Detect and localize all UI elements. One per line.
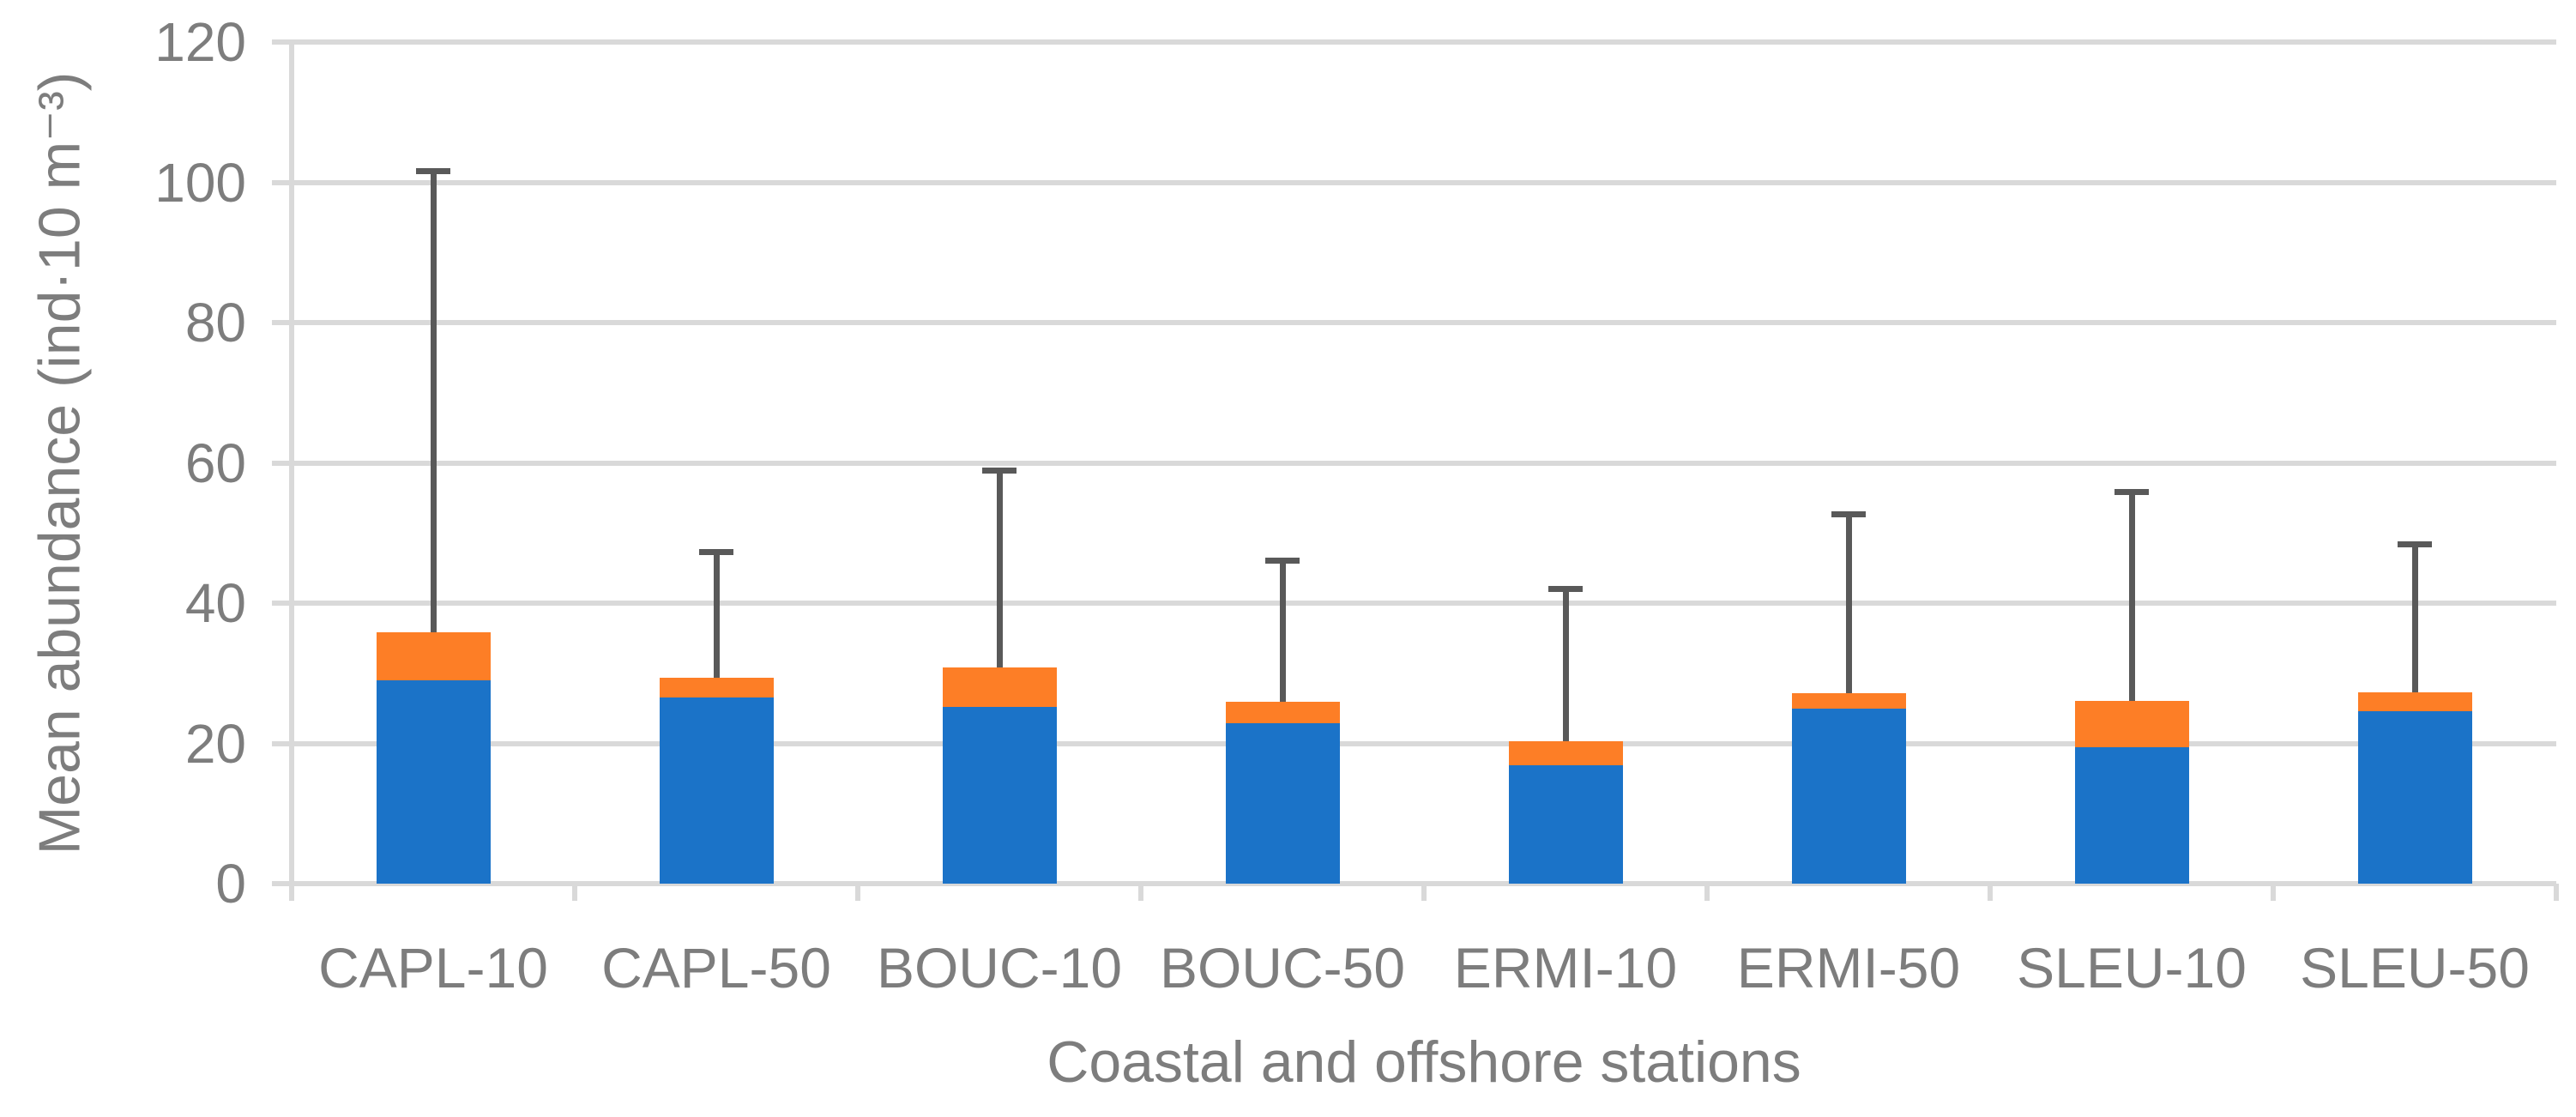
- category-tick: [1704, 884, 1710, 901]
- bar-orange-segment: [376, 632, 491, 680]
- gridline: [272, 601, 2556, 606]
- bar-orange-segment: [2357, 691, 2472, 711]
- error-bar-cap: [1831, 510, 1866, 517]
- y-tick-label: 0: [215, 853, 246, 915]
- error-bar: [996, 470, 1003, 668]
- category-tick: [289, 884, 294, 901]
- bar-orange-segment: [1791, 693, 1906, 709]
- bar-blue-segment: [942, 706, 1057, 884]
- error-bar-cap: [1548, 586, 1583, 593]
- bar-blue-segment: [1225, 722, 1340, 884]
- error-bar: [1279, 560, 1286, 703]
- x-tick-label: CAPL-50: [601, 936, 831, 999]
- x-tick-label: CAPL-10: [318, 936, 548, 999]
- x-tick-label: ERMI-50: [1736, 936, 1961, 999]
- y-tick-label: 20: [184, 712, 246, 775]
- bar-blue-segment: [2074, 747, 2189, 884]
- error-bar: [430, 171, 437, 633]
- bar-blue-segment: [659, 697, 774, 884]
- category-tick: [2554, 884, 2559, 901]
- bar-blue-segment: [2357, 710, 2472, 884]
- bar-blue-segment: [376, 679, 491, 884]
- y-tick-label: 40: [184, 572, 246, 634]
- y-tick-label: 100: [154, 151, 246, 214]
- bar-blue-segment: [1791, 709, 1906, 884]
- x-axis-title: Coastal and offshore stations: [1047, 1029, 1801, 1095]
- bar-orange-segment: [2074, 700, 2189, 748]
- category-tick: [1138, 884, 1143, 901]
- gridline: [272, 881, 2556, 886]
- error-bar-cap: [982, 467, 1017, 474]
- gridline: [272, 179, 2556, 185]
- gridline: [272, 320, 2556, 325]
- gridline: [272, 740, 2556, 746]
- error-bar: [713, 552, 720, 678]
- error-bar-cap: [416, 167, 450, 174]
- error-bar: [1845, 514, 1852, 694]
- error-bar-cap: [2398, 540, 2432, 547]
- x-tick-label: SLEU-10: [2017, 936, 2247, 999]
- x-tick-label: BOUC-50: [1159, 936, 1406, 999]
- error-bar: [1562, 589, 1569, 742]
- category-tick: [1421, 884, 1427, 901]
- bar-orange-segment: [1508, 741, 1623, 765]
- x-tick-label: ERMI-10: [1453, 936, 1678, 999]
- category-tick: [572, 884, 577, 901]
- y-tick-label: 120: [154, 11, 246, 73]
- error-bar-cap: [1265, 557, 1300, 564]
- x-tick-label: BOUC-10: [876, 936, 1123, 999]
- bar-orange-segment: [659, 677, 774, 697]
- category-tick: [1988, 884, 1993, 901]
- error-bar: [2128, 492, 2135, 701]
- y-axis-title: Mean abundance (ind·10 m⁻³): [27, 71, 93, 855]
- gridline: [272, 460, 2556, 466]
- category-tick: [855, 884, 860, 901]
- error-bar-cap: [2114, 489, 2149, 496]
- x-tick-label: SLEU-50: [2300, 936, 2530, 999]
- y-tick-label: 60: [184, 432, 246, 494]
- gridline: [272, 39, 2556, 45]
- bar-blue-segment: [1508, 764, 1623, 884]
- bar-orange-segment: [1225, 702, 1340, 723]
- error-bar-cap: [699, 548, 733, 555]
- bar-orange-segment: [942, 667, 1057, 707]
- y-tick-label: 80: [184, 292, 246, 353]
- error-bar: [2411, 544, 2418, 692]
- y-axis-line: [289, 39, 294, 901]
- category-tick: [2271, 884, 2276, 901]
